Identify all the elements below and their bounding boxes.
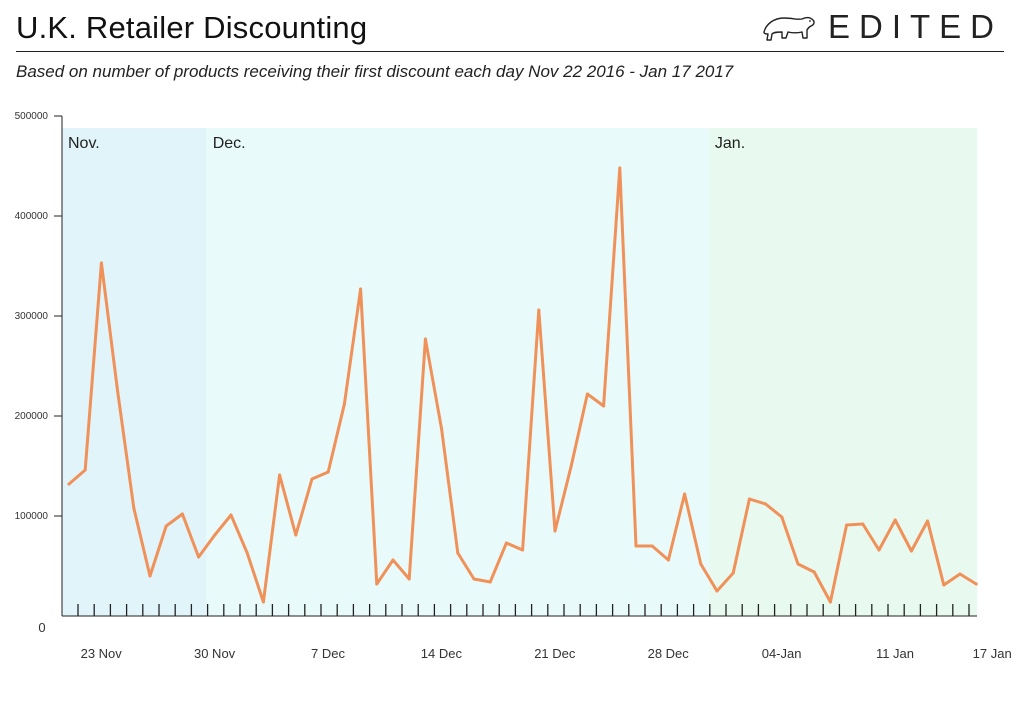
data-point xyxy=(634,544,638,548)
data-point xyxy=(278,473,282,477)
brand-logo: EDITED xyxy=(760,8,1003,46)
data-point xyxy=(407,577,411,581)
data-point xyxy=(132,506,136,510)
chart-subtitle: Based on number of products receiving th… xyxy=(16,62,734,81)
data-point xyxy=(456,551,460,555)
month-bands: Nov. Dec. Jan. xyxy=(62,128,977,616)
data-point xyxy=(488,580,492,584)
data-point xyxy=(893,518,897,522)
y-tick-label: 500000 xyxy=(15,111,49,122)
data-point xyxy=(391,558,395,562)
data-point xyxy=(764,502,768,506)
data-point xyxy=(116,389,120,393)
data-point xyxy=(375,582,379,586)
data-point xyxy=(602,404,606,408)
data-point xyxy=(942,583,946,587)
data-point xyxy=(796,562,800,566)
data-point xyxy=(780,515,784,519)
data-point xyxy=(650,544,654,548)
y-tick-label: 100000 xyxy=(15,511,49,522)
data-point xyxy=(440,427,444,431)
data-point xyxy=(245,551,249,555)
month-band-nov xyxy=(62,128,207,616)
data-point xyxy=(715,589,719,593)
data-point xyxy=(537,308,541,312)
data-point xyxy=(569,464,573,468)
data-point xyxy=(666,558,670,562)
x-tick-label: 11 Jan xyxy=(876,646,914,661)
series-line-layer xyxy=(67,166,978,604)
data-point xyxy=(213,533,217,537)
x-tick-label: 28 Dec xyxy=(648,646,690,661)
x-tick-label: 7 Dec xyxy=(311,646,345,661)
month-band-label-nov: Nov. xyxy=(68,135,100,152)
data-point xyxy=(99,261,103,265)
data-point xyxy=(148,574,152,578)
data-point xyxy=(845,523,849,527)
data-point xyxy=(812,570,816,574)
data-point xyxy=(261,600,265,604)
axes xyxy=(54,115,977,617)
data-point xyxy=(504,541,508,545)
brand-wordmark: EDITED xyxy=(827,8,1003,45)
data-point xyxy=(553,529,557,533)
data-point xyxy=(861,522,865,526)
polar-bear-icon xyxy=(763,16,815,41)
data-point xyxy=(423,337,427,341)
data-point xyxy=(926,519,930,523)
data-point xyxy=(326,470,330,474)
data-point xyxy=(359,287,363,291)
x-tick-label: 21 Dec xyxy=(534,646,576,661)
data-point xyxy=(618,166,622,170)
month-band-label-jan: Jan. xyxy=(715,135,745,152)
data-point xyxy=(683,492,687,496)
x-tick-label: 14 Dec xyxy=(421,646,463,661)
data-point xyxy=(828,600,832,604)
x-tick-label: 30 Nov xyxy=(194,646,236,661)
y-tick-label: 400000 xyxy=(15,211,49,222)
data-point xyxy=(197,555,201,559)
x-tick-label: 04-Jan xyxy=(762,646,802,661)
data-point xyxy=(180,512,184,516)
data-point xyxy=(294,533,298,537)
data-point xyxy=(958,572,962,576)
month-band-dec xyxy=(206,128,709,616)
title-divider xyxy=(16,51,1004,52)
data-point xyxy=(974,582,978,586)
data-point xyxy=(699,562,703,566)
y-tick-label: 300000 xyxy=(15,311,49,322)
x-tick-label: 23 Nov xyxy=(81,646,123,661)
axis-labels: 0 100000 200000 300000 400000 500000 23 Nov 30 … xyxy=(15,111,1012,661)
data-point xyxy=(310,477,314,481)
data-point xyxy=(585,392,589,396)
month-band-label-dec: Dec. xyxy=(213,135,246,152)
page-title: U.K. Retailer Discounting xyxy=(16,10,368,45)
data-point xyxy=(877,548,881,552)
data-point xyxy=(747,497,751,501)
y-tick-label: 0 xyxy=(38,620,45,635)
data-point xyxy=(472,577,476,581)
data-point xyxy=(229,513,233,517)
data-point xyxy=(521,548,525,552)
data-point xyxy=(164,524,168,528)
data-point xyxy=(342,402,346,406)
data-point xyxy=(731,571,735,575)
x-tick-label: 17 Jan xyxy=(973,646,1012,661)
data-point xyxy=(909,549,913,553)
data-point xyxy=(83,468,87,472)
data-point xyxy=(67,482,71,486)
y-tick-label: 200000 xyxy=(15,411,49,422)
